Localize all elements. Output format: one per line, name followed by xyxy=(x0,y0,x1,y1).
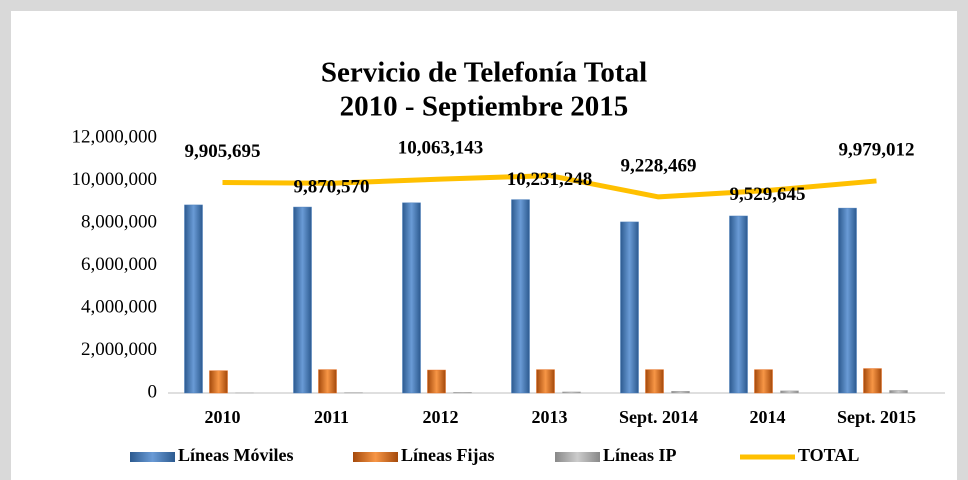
legend-swatch xyxy=(353,452,398,462)
bar xyxy=(754,369,773,394)
bar xyxy=(729,215,748,394)
legend-label: Líneas Fijas xyxy=(401,445,495,465)
data-label: 9,228,469 xyxy=(621,155,697,176)
y-tick-label: 0 xyxy=(148,381,158,402)
bar xyxy=(863,368,882,394)
x-tick-label: Sept. 2015 xyxy=(837,407,916,427)
x-tick-label: 2014 xyxy=(750,407,786,427)
bar xyxy=(536,369,555,394)
y-tick-label: 4,000,000 xyxy=(81,296,157,317)
bar xyxy=(562,391,581,394)
x-tick-label: Sept. 2014 xyxy=(619,407,698,427)
y-tick-label: 2,000,000 xyxy=(81,339,157,360)
x-tick-label: 2012 xyxy=(423,407,459,427)
bar xyxy=(402,202,421,394)
data-label: 9,979,012 xyxy=(839,139,915,160)
bar xyxy=(838,207,857,394)
total-line xyxy=(222,173,877,200)
bar xyxy=(453,392,472,394)
y-tick-label: 12,000,000 xyxy=(72,126,158,147)
plot-background xyxy=(11,11,957,480)
bar xyxy=(671,391,690,394)
legend-label: Líneas IP xyxy=(603,445,677,465)
x-tick-label: 2013 xyxy=(532,407,568,427)
bar xyxy=(780,390,799,394)
data-label: 10,231,248 xyxy=(507,169,593,190)
y-tick-label: 10,000,000 xyxy=(72,169,158,190)
data-label: 9,529,645 xyxy=(730,184,806,205)
bar xyxy=(645,369,664,394)
bar xyxy=(511,199,530,394)
bar xyxy=(620,221,639,394)
y-tick-label: 6,000,000 xyxy=(81,254,157,275)
x-tick-label: 2010 xyxy=(205,407,241,427)
legend-label: TOTAL xyxy=(798,445,859,465)
legend-swatch xyxy=(555,452,600,462)
bar xyxy=(184,204,203,394)
bar xyxy=(209,370,228,394)
bar xyxy=(293,206,312,394)
y-tick-label: 8,000,000 xyxy=(81,211,157,232)
data-label: 9,870,570 xyxy=(294,177,370,198)
legend-label: Líneas Móviles xyxy=(178,445,294,465)
bar xyxy=(318,369,337,394)
bar xyxy=(427,369,446,394)
x-tick-label: 2011 xyxy=(314,407,349,427)
legend-swatch xyxy=(130,452,175,462)
bar xyxy=(889,390,908,394)
data-label: 10,063,143 xyxy=(398,138,484,159)
data-label: 9,905,695 xyxy=(185,141,261,162)
chart-title: Servicio de Telefonía Total xyxy=(321,57,647,89)
chart-subtitle: 2010 - Septiembre 2015 xyxy=(340,91,629,123)
